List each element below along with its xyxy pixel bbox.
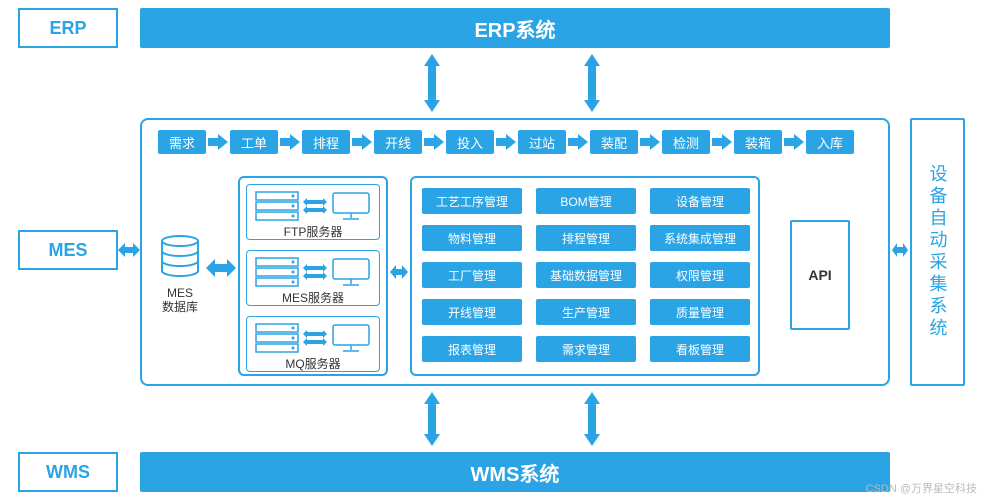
db-line2: 数据库 — [162, 300, 198, 314]
flow-step: 检测 — [662, 130, 710, 154]
flow-step-text: 排程 — [313, 133, 339, 152]
bidir-arrow-h-icon — [206, 256, 236, 280]
flow-step-text: 装配 — [601, 133, 627, 152]
bidir-arrow-h-icon — [892, 240, 908, 260]
flow-arrow-icon — [352, 134, 372, 150]
server-box: FTP服务器 — [246, 184, 380, 240]
module-box: 开线管理 — [422, 299, 522, 325]
flow-arrow-icon — [280, 134, 300, 150]
erp-label-text: ERP — [49, 18, 86, 39]
flow-arrow-icon — [496, 134, 516, 150]
wms-banner-text: WMS系统 — [471, 458, 560, 487]
server-label: MES服务器 — [247, 289, 379, 306]
mes-label-text: MES — [48, 240, 87, 261]
bidir-arrow-v-icon — [580, 54, 604, 112]
watermark: CSDN @万界星空科技 — [866, 480, 977, 496]
module-box: 工厂管理 — [422, 262, 522, 288]
server-box: MES服务器 — [246, 250, 380, 306]
mes-label: MES — [18, 230, 118, 270]
bidir-arrow-icon — [303, 263, 327, 281]
flow-step-text: 检测 — [673, 133, 699, 152]
monitor-icon — [331, 191, 371, 221]
module-box: 需求管理 — [536, 336, 636, 362]
database-icon — [160, 235, 200, 283]
module-box: 系统集成管理 — [650, 225, 750, 251]
bidir-arrow-h-icon — [118, 240, 140, 260]
module-box: 看板管理 — [650, 336, 750, 362]
bidir-arrow-icon — [303, 197, 327, 215]
module-box: 基础数据管理 — [536, 262, 636, 288]
flow-step-text: 投入 — [457, 133, 483, 152]
server-label: FTP服务器 — [247, 223, 379, 240]
module-box: 工艺工序管理 — [422, 188, 522, 214]
wms-label: WMS — [18, 452, 118, 492]
device-collection-text: 设备自动采集系统 — [925, 164, 951, 340]
api-box: API — [790, 220, 850, 330]
flow-arrow-icon — [424, 134, 444, 150]
db-label: MES数据库 — [150, 286, 210, 315]
bidir-arrow-v-icon — [580, 392, 604, 446]
module-box: BOM管理 — [536, 188, 636, 214]
bidir-arrow-v-icon — [420, 54, 444, 112]
flow-step: 需求 — [158, 130, 206, 154]
bidir-arrow-icon — [303, 329, 327, 347]
bidir-arrow-v-icon — [420, 392, 444, 446]
erp-label: ERP — [18, 8, 118, 48]
flow-arrow-icon — [640, 134, 660, 150]
device-collection-box: 设备自动采集系统 — [910, 118, 965, 386]
server-rack-icon — [255, 323, 299, 353]
monitor-icon — [331, 323, 371, 353]
monitor-icon — [331, 257, 371, 287]
module-box: 生产管理 — [536, 299, 636, 325]
flow-step-text: 装箱 — [745, 133, 771, 152]
flow-step: 投入 — [446, 130, 494, 154]
flow-step: 开线 — [374, 130, 422, 154]
server-label: MQ服务器 — [247, 355, 379, 372]
flow-step: 入库 — [806, 130, 854, 154]
flow-step-text: 工单 — [241, 133, 267, 152]
wms-banner: WMS系统 — [140, 452, 890, 492]
flow-step: 排程 — [302, 130, 350, 154]
erp-banner-text: ERP系统 — [474, 14, 555, 43]
server-rack-icon — [255, 257, 299, 287]
erp-banner: ERP系统 — [140, 8, 890, 48]
flow-step-text: 需求 — [169, 133, 195, 152]
flow-step: 装箱 — [734, 130, 782, 154]
server-rack-icon — [255, 191, 299, 221]
module-box: 质量管理 — [650, 299, 750, 325]
flow-step: 工单 — [230, 130, 278, 154]
module-box: 权限管理 — [650, 262, 750, 288]
api-text: API — [808, 267, 831, 283]
module-box: 物料管理 — [422, 225, 522, 251]
flow-arrow-icon — [784, 134, 804, 150]
flow-step: 过站 — [518, 130, 566, 154]
flow-step-text: 开线 — [385, 133, 411, 152]
server-box: MQ服务器 — [246, 316, 380, 372]
module-box: 报表管理 — [422, 336, 522, 362]
flow-step-text: 入库 — [817, 133, 843, 152]
flow-step-text: 过站 — [529, 133, 555, 152]
flow-arrow-icon — [208, 134, 228, 150]
wms-label-text: WMS — [46, 462, 90, 483]
flow-arrow-icon — [568, 134, 588, 150]
db-line1: MES — [167, 286, 193, 300]
module-box: 排程管理 — [536, 225, 636, 251]
flow-step: 装配 — [590, 130, 638, 154]
flow-arrow-icon — [712, 134, 732, 150]
module-box: 设备管理 — [650, 188, 750, 214]
bidir-arrow-h-icon — [390, 262, 408, 282]
